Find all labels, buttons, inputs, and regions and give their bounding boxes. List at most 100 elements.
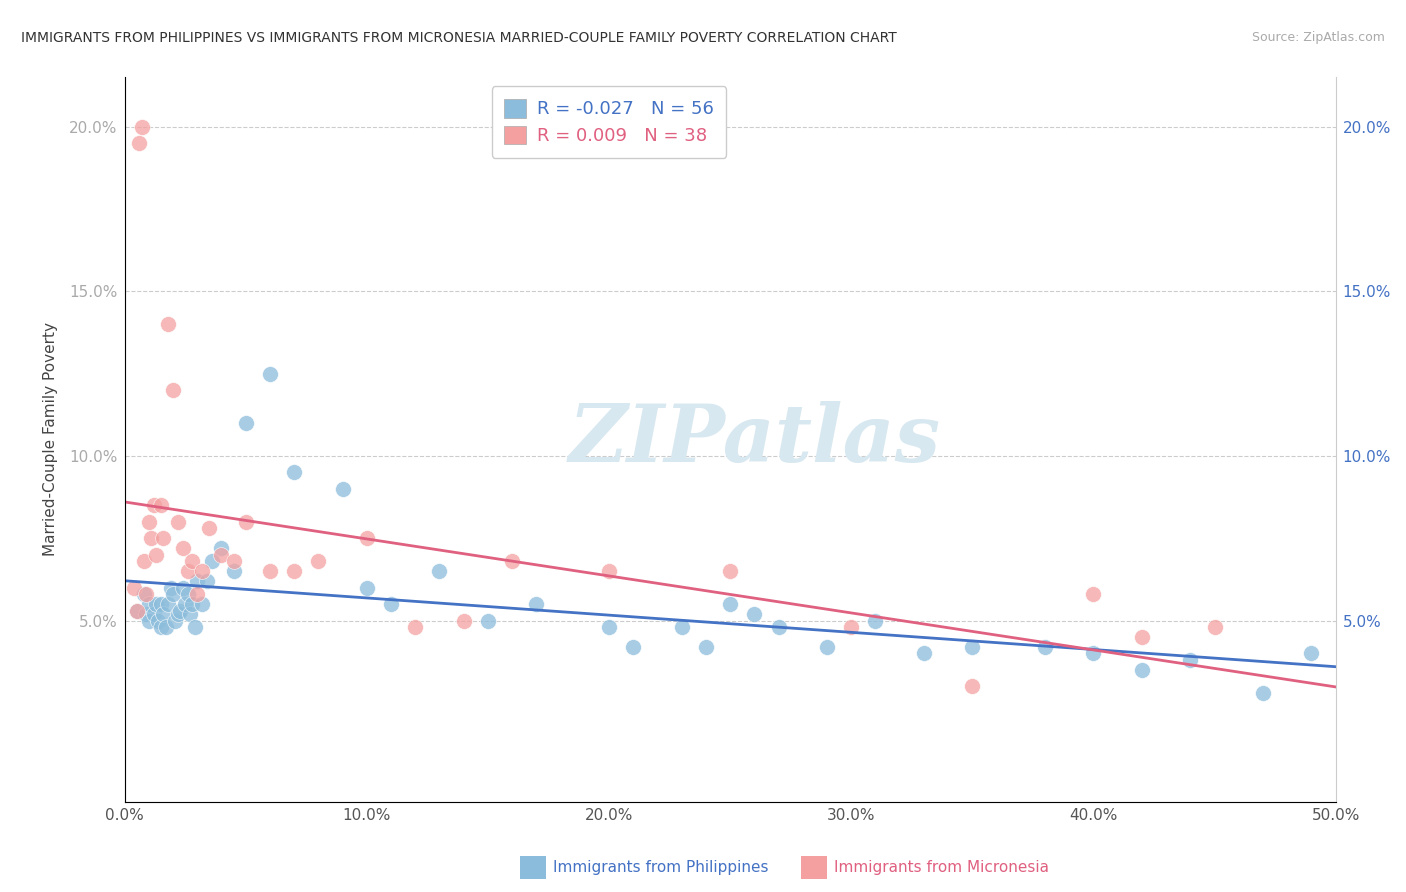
Point: [222, 564, 245, 578]
Point: [356, 581, 378, 595]
Point: [477, 614, 499, 628]
Point: [135, 607, 157, 621]
Point: [404, 620, 426, 634]
Point: [1130, 663, 1153, 677]
Point: [1251, 686, 1274, 700]
Point: [174, 597, 197, 611]
Text: ZIPatlas: ZIPatlas: [568, 401, 941, 478]
Point: [176, 564, 198, 578]
Point: [169, 604, 191, 618]
Point: [141, 531, 163, 545]
Point: [744, 607, 766, 621]
Point: [166, 607, 188, 621]
Point: [453, 614, 475, 628]
Point: [181, 554, 204, 568]
Point: [962, 679, 984, 693]
Point: [598, 620, 620, 634]
Point: [179, 607, 201, 621]
Point: [148, 614, 170, 628]
Point: [718, 564, 741, 578]
Point: [128, 136, 150, 151]
Point: [166, 515, 188, 529]
Point: [145, 597, 167, 611]
Point: [165, 614, 187, 628]
Point: [1130, 630, 1153, 644]
Point: [122, 581, 145, 595]
Point: [1033, 640, 1056, 654]
Point: [815, 640, 838, 654]
Point: [235, 416, 257, 430]
Point: [176, 587, 198, 601]
Point: [142, 607, 165, 621]
Point: [962, 640, 984, 654]
Point: [235, 515, 257, 529]
Point: [332, 482, 354, 496]
Point: [195, 574, 218, 588]
Point: [159, 581, 181, 595]
Point: [283, 466, 305, 480]
Text: IMMIGRANTS FROM PHILIPPINES VS IMMIGRANTS FROM MICRONESIA MARRIED-COUPLE FAMILY : IMMIGRANTS FROM PHILIPPINES VS IMMIGRANT…: [21, 31, 897, 45]
Point: [142, 498, 165, 512]
Point: [259, 564, 281, 578]
Point: [157, 597, 180, 611]
Point: [524, 597, 547, 611]
Point: [1083, 587, 1105, 601]
Point: [222, 554, 245, 568]
Text: Source: ZipAtlas.com: Source: ZipAtlas.com: [1251, 31, 1385, 45]
Point: [186, 574, 208, 588]
Point: [1180, 653, 1202, 667]
Text: Immigrants from Micronesia: Immigrants from Micronesia: [834, 860, 1049, 874]
Point: [138, 614, 160, 628]
Point: [307, 554, 329, 568]
Point: [162, 587, 184, 601]
Point: [149, 620, 172, 634]
Point: [132, 587, 155, 601]
Point: [184, 620, 207, 634]
Point: [138, 515, 160, 529]
Point: [380, 597, 402, 611]
Point: [1301, 647, 1323, 661]
Point: [135, 587, 157, 601]
Point: [209, 548, 232, 562]
Point: [501, 554, 523, 568]
Point: [671, 620, 693, 634]
Point: [149, 498, 172, 512]
Point: [138, 597, 160, 611]
Point: [172, 581, 194, 595]
Point: [181, 597, 204, 611]
Point: [283, 564, 305, 578]
Point: [157, 318, 180, 332]
Point: [621, 640, 644, 654]
Point: [152, 607, 174, 621]
Point: [155, 620, 177, 634]
Point: [1204, 620, 1226, 634]
Point: [131, 120, 153, 134]
Point: [912, 647, 935, 661]
Point: [695, 640, 717, 654]
Point: [839, 620, 862, 634]
Point: [152, 531, 174, 545]
Point: [149, 597, 172, 611]
Point: [191, 597, 214, 611]
Point: [201, 554, 224, 568]
Point: [132, 554, 155, 568]
Point: [1083, 647, 1105, 661]
Point: [162, 383, 184, 397]
Point: [186, 587, 208, 601]
Point: [429, 564, 451, 578]
Point: [125, 604, 148, 618]
Point: [865, 614, 887, 628]
Legend: R = -0.027   N = 56, R = 0.009   N = 38: R = -0.027 N = 56, R = 0.009 N = 38: [492, 87, 727, 158]
Point: [259, 367, 281, 381]
Point: [768, 620, 790, 634]
Point: [209, 541, 232, 555]
Text: Immigrants from Philippines: Immigrants from Philippines: [553, 860, 768, 874]
Point: [145, 548, 167, 562]
Point: [172, 541, 194, 555]
Y-axis label: Married-Couple Family Poverty: Married-Couple Family Poverty: [44, 323, 58, 557]
Point: [191, 564, 214, 578]
Point: [718, 597, 741, 611]
Point: [198, 521, 221, 535]
Point: [598, 564, 620, 578]
Point: [356, 531, 378, 545]
